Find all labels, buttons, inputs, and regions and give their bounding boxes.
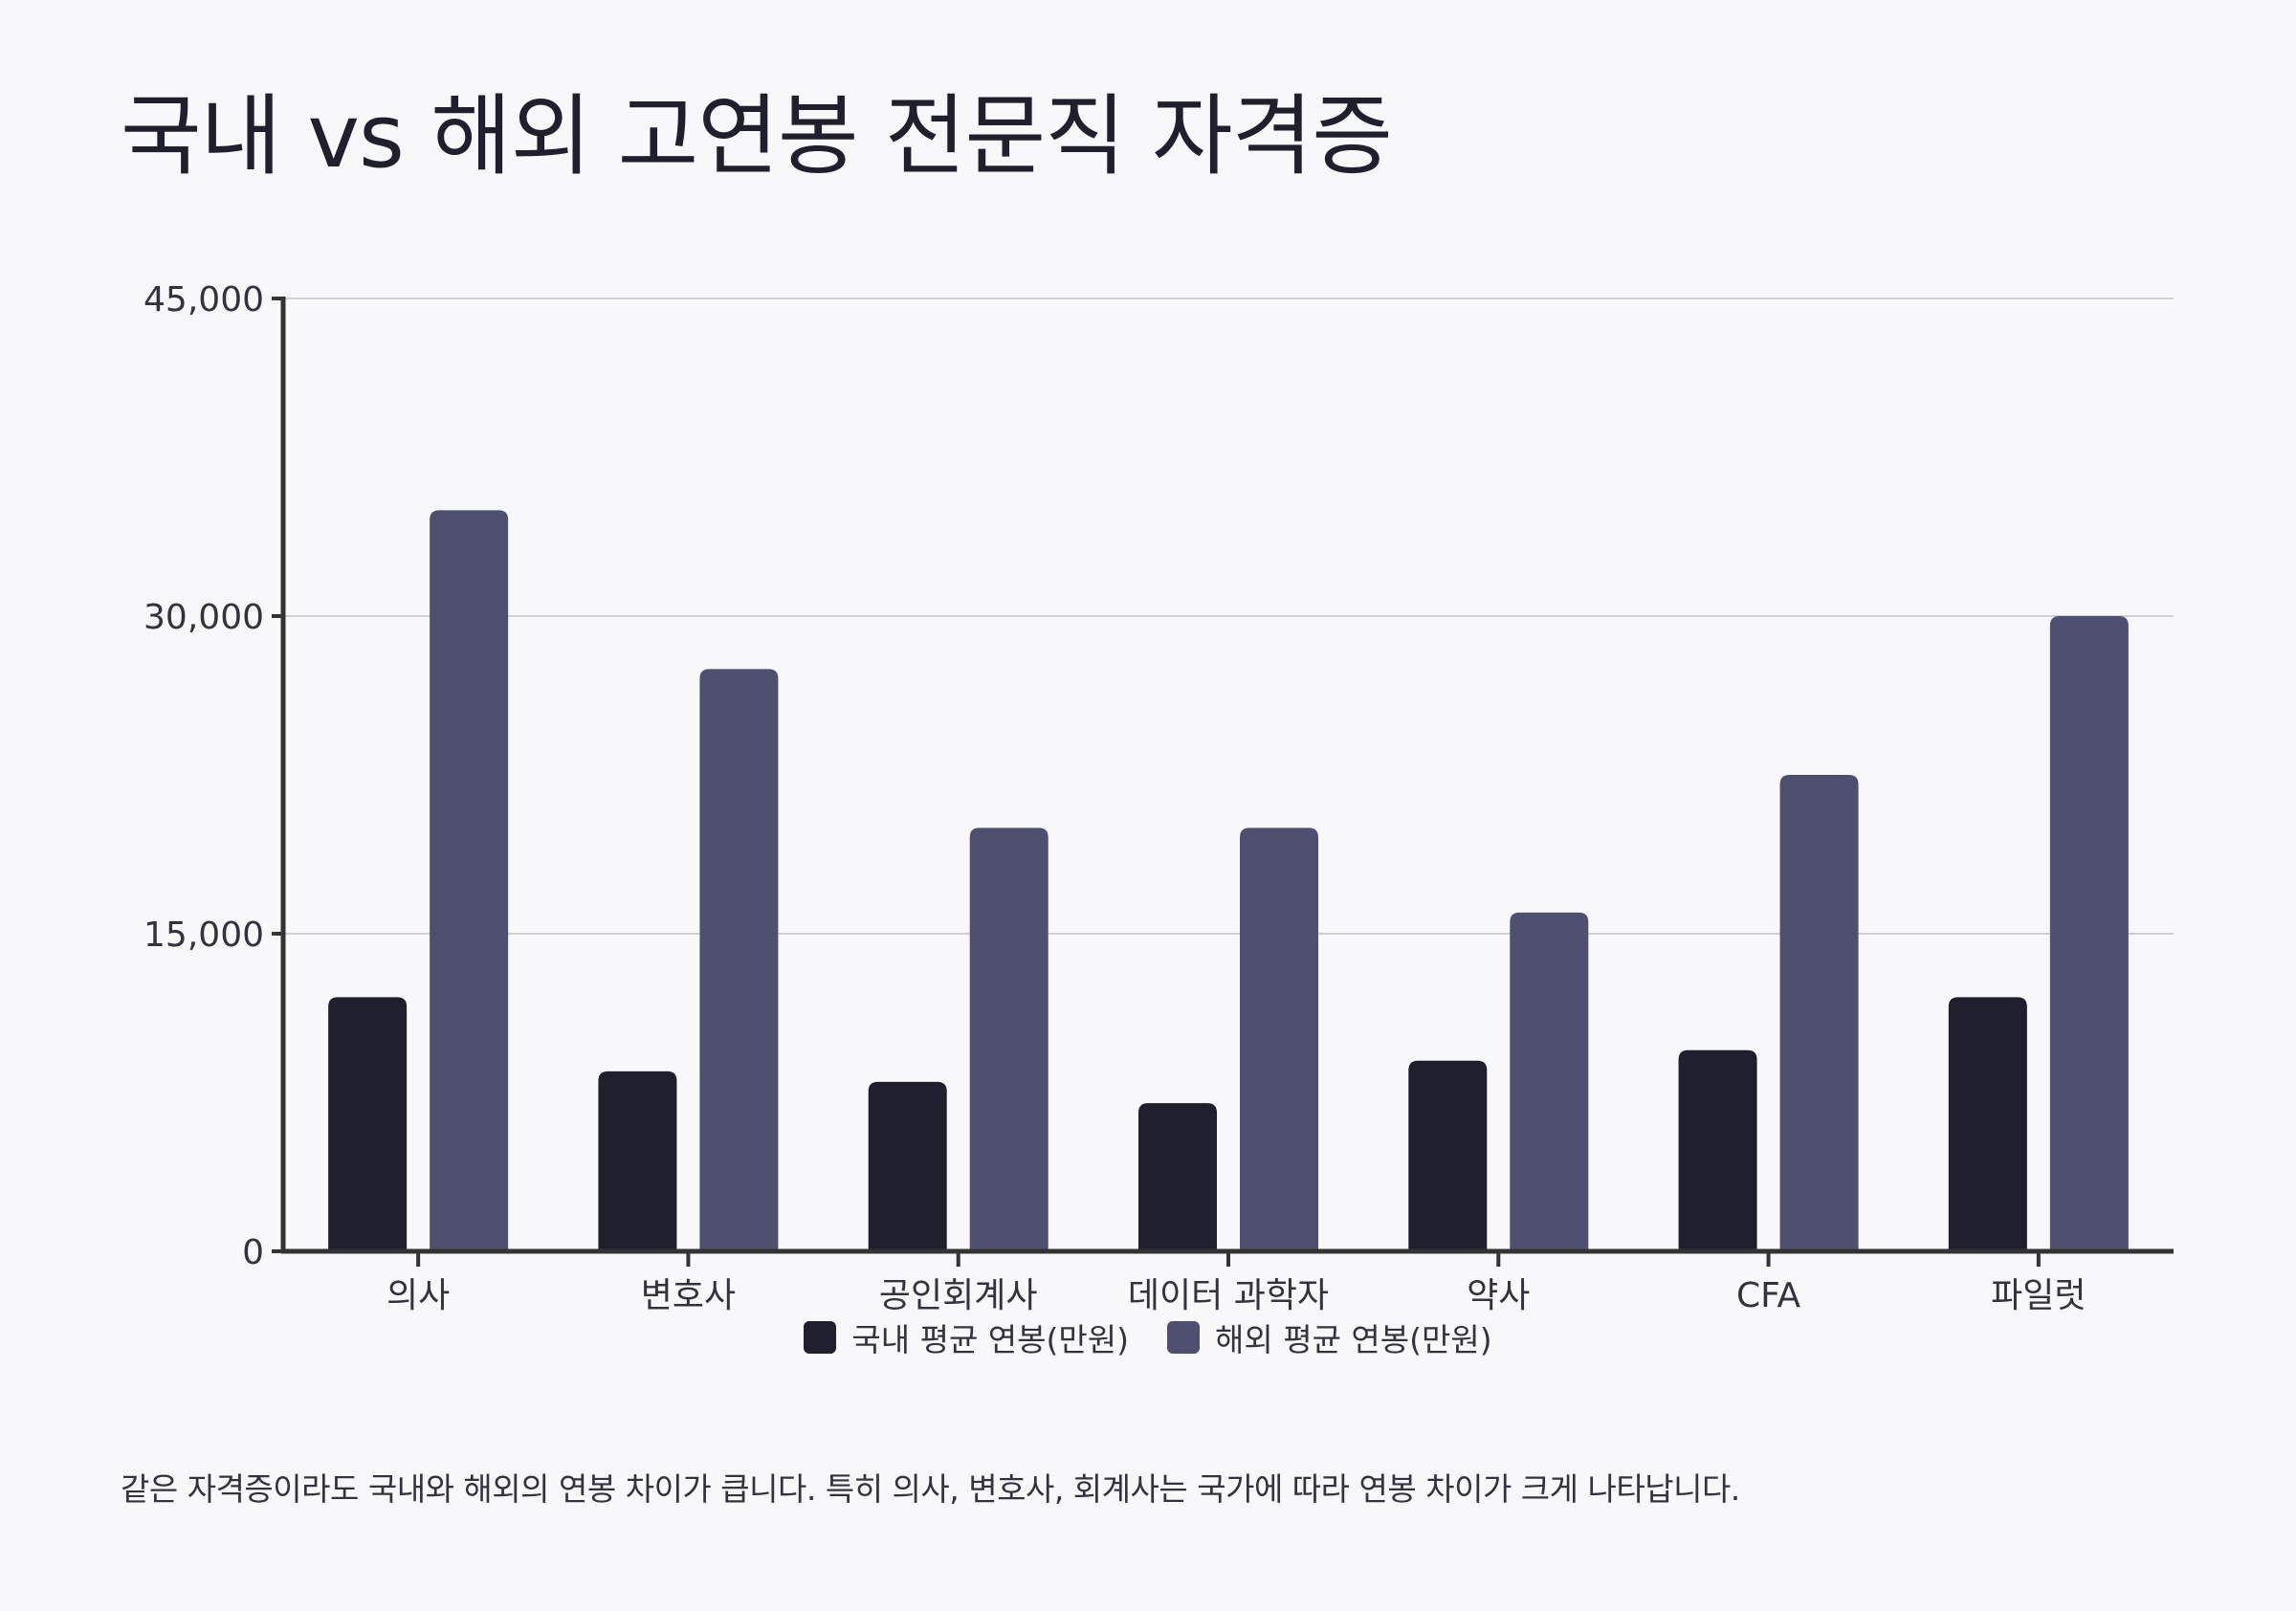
bar-domestic xyxy=(598,1070,677,1251)
bar-overseas xyxy=(1510,912,1589,1251)
legend-label-domestic: 국내 평균 연봉(만원) xyxy=(851,1321,1129,1358)
bar-domestic xyxy=(1678,1049,1757,1251)
chart-caption: 같은 자격증이라도 국내와 해외의 연봉 차이가 큽니다. 특히 의사, 변호사… xyxy=(121,1470,1740,1508)
y-tick-label: 15,000 xyxy=(144,916,264,955)
x-tick-label: 의사 xyxy=(386,1276,450,1315)
legend-swatch-overseas xyxy=(1167,1321,1200,1354)
bar-overseas xyxy=(969,828,1049,1251)
chart-title: 국내 vs 해외 고연봉 전문직 자격증 xyxy=(121,85,1393,188)
bar-domestic xyxy=(1948,997,2027,1251)
legend-swatch-domestic xyxy=(804,1321,837,1354)
bar-overseas xyxy=(1779,775,1859,1251)
y-tick-label: 45,000 xyxy=(144,280,264,320)
bar-overseas xyxy=(1240,828,1318,1251)
x-tick-label: CFA xyxy=(1736,1276,1801,1315)
legend-item-domestic: 국내 평균 연봉(만원) xyxy=(804,1314,1129,1360)
bar-domestic xyxy=(1408,1060,1488,1251)
x-tick-label: 파일럿 xyxy=(1991,1276,2086,1315)
legend: 국내 평균 연봉(만원) 해외 평균 연봉(만원) xyxy=(0,1314,2296,1360)
bar-domestic xyxy=(328,997,408,1251)
x-tick-label: 변호사 xyxy=(641,1276,736,1315)
x-tick-label: 약사 xyxy=(1467,1276,1530,1315)
x-tick-label: 데이터 과학자 xyxy=(1128,1276,1329,1315)
legend-item-overseas: 해외 평균 연봉(만원) xyxy=(1167,1314,1492,1360)
bar-domestic xyxy=(1138,1103,1217,1251)
bar-domestic xyxy=(868,1081,947,1251)
bar-overseas xyxy=(2049,616,2129,1251)
y-tick-label: 30,000 xyxy=(144,598,264,637)
x-tick-label: 공인회계사 xyxy=(879,1276,1038,1315)
bar-overseas xyxy=(430,510,509,1251)
bar-overseas xyxy=(699,669,779,1251)
y-tick-label: 0 xyxy=(242,1233,264,1272)
legend-label-overseas: 해외 평균 연봉(만원) xyxy=(1215,1321,1492,1358)
